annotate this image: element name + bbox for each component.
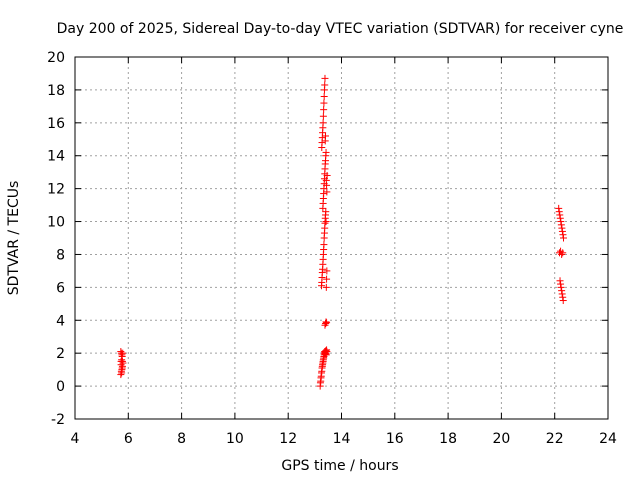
data-point — [323, 319, 331, 327]
x-tick-label: 12 — [279, 431, 297, 447]
data-point — [323, 181, 331, 189]
x-tick-label: 6 — [124, 431, 133, 447]
y-axis-title: SDTVAR / TECUs — [6, 181, 22, 296]
data-point — [322, 132, 330, 140]
data-point — [558, 227, 566, 235]
data-point — [117, 348, 125, 356]
y-tick-label: 12 — [47, 182, 65, 198]
data-point — [322, 283, 330, 291]
data-point — [321, 74, 329, 82]
data-point — [559, 293, 567, 301]
data-point — [118, 357, 126, 365]
x-tick-label: 8 — [177, 431, 186, 447]
x-tick-label: 24 — [599, 431, 617, 447]
y-tick-label: 0 — [56, 379, 65, 395]
y-tick-label: 2 — [56, 346, 65, 362]
data-point — [556, 211, 564, 219]
data-point — [322, 218, 330, 226]
data-point — [557, 218, 565, 226]
data-point — [320, 106, 328, 114]
data-point — [557, 221, 565, 229]
data-point — [559, 297, 567, 305]
x-tick-label: 16 — [386, 431, 404, 447]
data-point — [322, 208, 330, 216]
data-point — [555, 208, 563, 216]
data-point — [556, 277, 564, 285]
data-point — [118, 369, 126, 377]
y-tick-label: 10 — [47, 215, 65, 231]
y-tick-label: 4 — [56, 313, 65, 329]
data-point — [559, 231, 567, 239]
data-point — [321, 81, 329, 89]
data-point — [323, 171, 331, 179]
data-point — [322, 318, 330, 326]
data-point — [559, 234, 567, 242]
data-point — [322, 320, 330, 328]
data-point — [557, 283, 565, 291]
x-tick-label: 20 — [492, 431, 510, 447]
data-point — [558, 224, 566, 232]
data-point — [319, 119, 327, 127]
data-points — [117, 74, 567, 390]
data-point — [558, 250, 566, 258]
y-tick-label: 6 — [56, 280, 65, 296]
x-tick-label: 4 — [71, 431, 80, 447]
data-point — [556, 214, 564, 222]
data-point — [322, 148, 330, 156]
data-point — [557, 280, 565, 288]
plot-frame — [74, 56, 609, 420]
x-axis-title: GPS time / hours — [281, 458, 398, 474]
data-point — [558, 287, 566, 295]
data-point — [118, 364, 126, 372]
data-point — [320, 92, 328, 100]
data-point — [119, 359, 127, 367]
data-point — [118, 351, 126, 359]
y-tick-label: 16 — [47, 116, 65, 132]
data-point — [117, 361, 125, 369]
data-point — [117, 371, 125, 379]
data-point — [319, 112, 327, 120]
chart-title: Day 200 of 2025, Sidereal Day-to-day VTE… — [57, 21, 624, 37]
data-point — [323, 348, 331, 356]
y-tick-label: 20 — [47, 50, 65, 66]
x-tick-label: 18 — [439, 431, 457, 447]
data-point — [323, 188, 331, 196]
x-tick-label: 10 — [226, 431, 244, 447]
data-point — [555, 204, 563, 212]
data-point — [320, 99, 328, 107]
grid — [75, 57, 608, 419]
data-point — [323, 275, 331, 283]
y-tick-label: 14 — [47, 149, 65, 165]
y-tick-label: -2 — [51, 412, 65, 428]
y-tick-label: 8 — [56, 247, 65, 263]
y-tick-label: 18 — [47, 83, 65, 99]
data-point — [558, 290, 566, 298]
x-tick-label: 14 — [333, 431, 351, 447]
data-point — [323, 267, 331, 275]
data-point — [117, 349, 125, 357]
x-tick-label: 22 — [546, 431, 564, 447]
data-point — [320, 241, 328, 249]
data-point — [559, 249, 567, 257]
